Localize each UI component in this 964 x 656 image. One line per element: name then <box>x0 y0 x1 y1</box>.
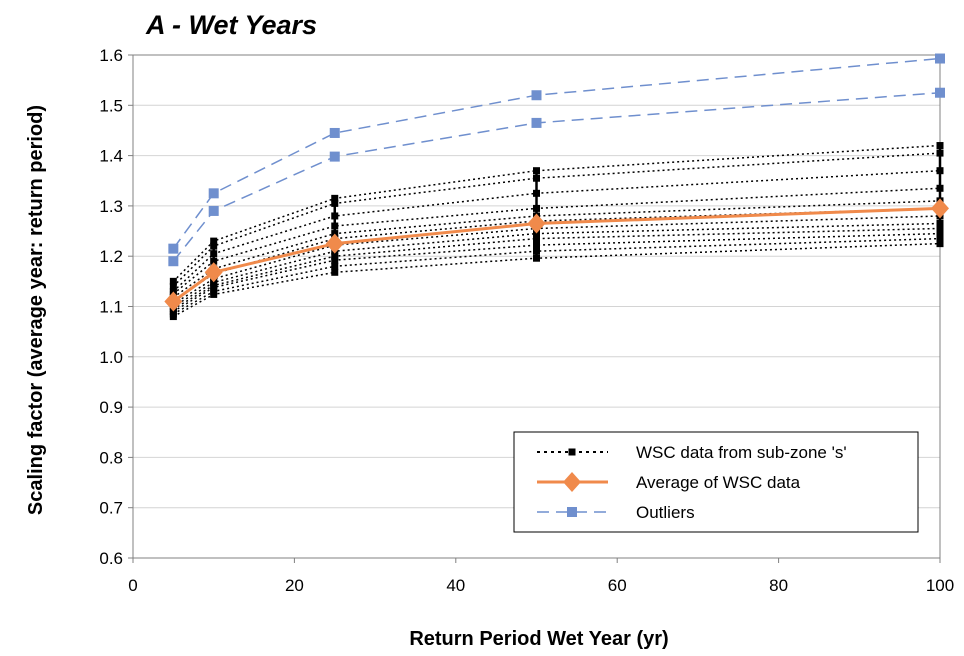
y-tick-label: 0.6 <box>99 549 123 568</box>
outlier-point <box>935 53 945 64</box>
wsc-point <box>331 252 339 260</box>
wsc-point <box>936 149 944 157</box>
wsc-point <box>210 242 218 250</box>
legend-average-marker <box>563 472 581 492</box>
legend-wsc-label: WSC data from sub-zone 's' <box>636 443 847 462</box>
legend-item-outliers: Outliers <box>537 503 695 522</box>
legend-outliers-label: Outliers <box>636 503 695 522</box>
wsc-series-line <box>172 242 941 318</box>
outlier-point <box>329 151 340 162</box>
wsc-series-line <box>172 169 941 292</box>
wsc-series-line <box>172 207 941 302</box>
average-point <box>931 198 949 219</box>
wsc-point <box>533 254 540 262</box>
legend-wsc-marker <box>568 448 576 456</box>
wsc-point <box>210 290 218 298</box>
wsc-point <box>936 184 944 192</box>
outlier-point <box>329 127 340 138</box>
x-tick-label: 60 <box>608 576 627 595</box>
wsc-point <box>331 212 339 220</box>
wsc-point <box>331 222 339 230</box>
y-tick-label: 1.6 <box>99 46 123 65</box>
wsc-point <box>533 235 540 243</box>
average-point <box>527 213 546 234</box>
wsc-series-line <box>172 237 941 315</box>
y-tick-label: 1.2 <box>99 247 123 266</box>
legend-item-wsc: WSC data from sub-zone 's' <box>537 443 847 462</box>
wsc-point <box>331 262 339 270</box>
wsc-point <box>331 256 339 264</box>
y-tick-label: 1.5 <box>99 96 123 115</box>
outlier-point <box>168 256 179 267</box>
x-tick-label: 100 <box>926 576 954 595</box>
wsc-point <box>331 230 339 238</box>
y-tick-label: 0.8 <box>99 448 123 467</box>
wsc-point <box>936 230 944 238</box>
outlier-point <box>168 243 179 254</box>
wsc-point <box>533 174 540 182</box>
wsc-point <box>533 241 540 249</box>
wsc-point <box>169 282 177 290</box>
y-tick-label: 1.0 <box>99 348 123 367</box>
outlier-point <box>935 87 945 98</box>
wsc-point <box>936 167 944 175</box>
x-tick-label: 0 <box>128 576 137 595</box>
y-tick-label: 1.3 <box>99 197 123 216</box>
wsc-point <box>210 257 218 265</box>
outlier-point <box>531 117 542 128</box>
legend-outliers-marker <box>567 507 577 517</box>
x-axis-title: Return Period Wet Year (yr) <box>409 628 668 650</box>
series-layer <box>164 53 949 321</box>
wsc-point <box>533 230 540 238</box>
axis-ticks: 0.6 0.7 0.8 0.9 1.0 1.1 1.2 1.3 1.4 1.5 1.6 0 20 40 60… <box>99 46 954 595</box>
wsc-point <box>169 313 177 321</box>
y-tick-label: 1.4 <box>99 147 123 166</box>
outlier-series-line <box>172 57 941 250</box>
outlier-point <box>531 90 542 101</box>
legend-average-label: Average of WSC data <box>636 473 801 492</box>
legend-item-average: Average of WSC data <box>537 472 801 492</box>
outlier-point <box>208 188 219 199</box>
wsc-series-line <box>172 215 941 305</box>
wsc-point <box>936 220 944 228</box>
wsc-series-line <box>172 187 941 295</box>
wsc-point <box>210 237 218 245</box>
legend: WSC data from sub-zone 's' Average of WS… <box>513 431 919 533</box>
wsc-point <box>533 204 540 212</box>
wsc-point <box>331 194 339 202</box>
outlier-point <box>208 205 219 216</box>
wsc-point <box>936 225 944 233</box>
wsc-point <box>331 268 339 276</box>
chart-title: A - Wet Years <box>145 10 317 40</box>
x-tick-label: 20 <box>285 576 304 595</box>
y-axis-title: Scaling factor (average year: return per… <box>25 105 47 515</box>
average-point <box>204 262 223 283</box>
average-point <box>164 291 183 312</box>
y-tick-label: 1.1 <box>99 298 123 317</box>
wsc-point <box>936 142 944 150</box>
wsc-point <box>210 250 218 258</box>
average-point <box>325 233 344 254</box>
wsc-point <box>533 189 540 197</box>
y-tick-label: 0.9 <box>99 398 123 417</box>
wsc-point <box>936 235 944 243</box>
wsc-series-line <box>172 222 941 308</box>
wsc-point <box>533 167 540 175</box>
wsc-point <box>210 283 218 291</box>
x-tick-label: 80 <box>769 576 788 595</box>
wsc-point <box>331 199 339 207</box>
y-tick-label: 0.7 <box>99 499 123 518</box>
wsc-point <box>169 277 177 285</box>
wsc-point <box>936 240 944 248</box>
wsc-point <box>533 247 540 255</box>
x-tick-label: 40 <box>446 576 465 595</box>
